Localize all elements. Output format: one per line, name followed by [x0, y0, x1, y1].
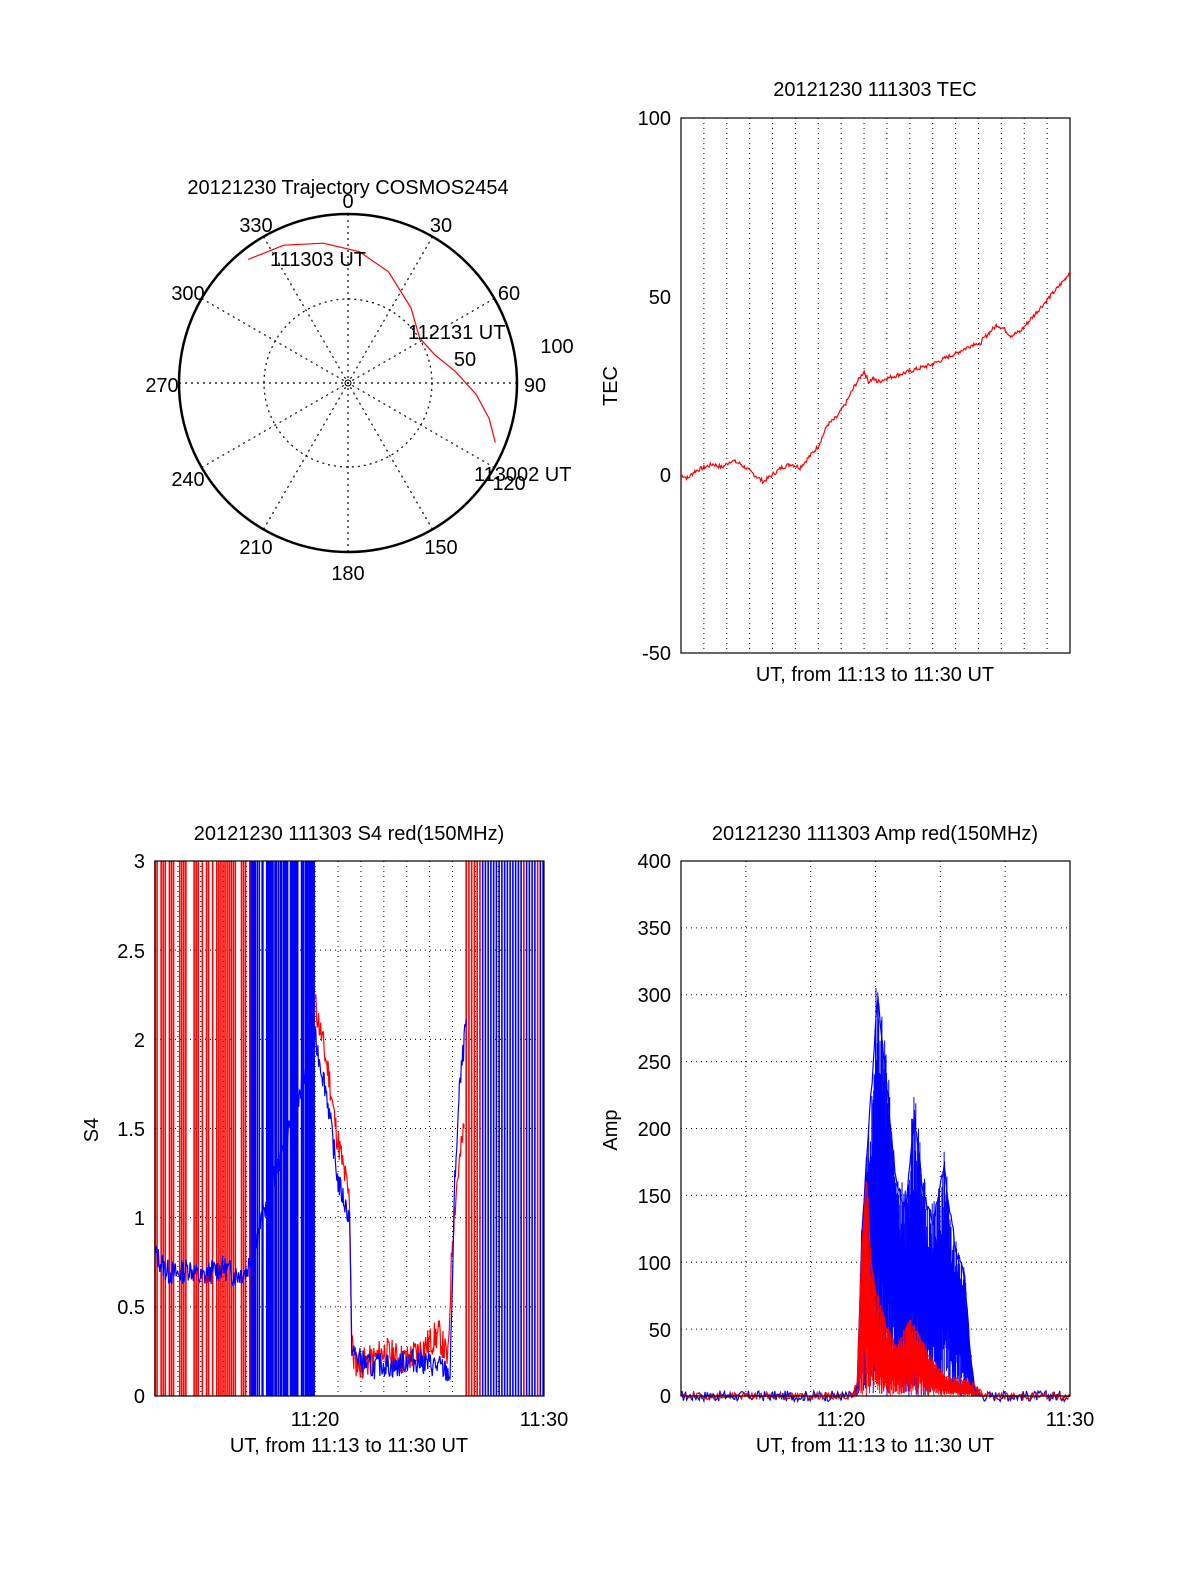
tec-title: 20121230 111303 TEC [773, 79, 977, 101]
tec-ytick-50: 50 [649, 287, 671, 309]
amp-panel: 20121230 111303 Amp red(150MHz) 400 350 … [600, 823, 1094, 1457]
s4-xlabel: UT, from 11:13 to 11:30 UT [230, 1435, 468, 1457]
angle-label-240: 240 [171, 469, 204, 491]
tec-ylabel: TEC [600, 366, 622, 406]
tec-plot-frame [680, 117, 1071, 654]
trajectory-start-label: 111303 UT [270, 249, 366, 271]
angle-label-0: 0 [342, 191, 353, 213]
s4-ytick-2: 2 [134, 1030, 145, 1052]
s4-spike-bands [154, 861, 544, 1396]
s4-ytick-1: 1 [134, 1208, 145, 1230]
amp-xtick-1130: 11:30 [1046, 1409, 1095, 1431]
s4-series-blue [154, 1018, 467, 1382]
amp-ytick-150: 150 [638, 1186, 671, 1208]
s4-series-red [314, 994, 465, 1379]
amp-y-ticks: 400 350 300 250 200 150 100 50 0 [638, 851, 671, 1408]
polar-trajectory-line [247, 242, 496, 443]
s4-y-ticks: 3 2.5 2 1.5 1 0.5 0 [117, 851, 145, 1408]
angle-label-150: 150 [424, 537, 457, 559]
s4-panel: 20121230 111303 S4 red(150MHz) 3 2.5 2 1… [81, 823, 568, 1457]
amp-xtick-1120: 11:20 [817, 1409, 866, 1431]
tec-panel: 20121230 111303 TEC 100 50 0 -50 TEC UT,… [600, 79, 1071, 686]
polar-spoke-150 [262, 236, 434, 530]
angle-label-120: 120 [492, 473, 525, 495]
amp-ytick-0: 0 [660, 1386, 671, 1408]
s4-xtick-1130: 11:30 [520, 1409, 569, 1431]
tec-xlabel: UT, from 11:13 to 11:30 UT [756, 664, 994, 686]
angle-label-300: 300 [171, 283, 204, 305]
trajectory-mid-label: 112131 UT [408, 322, 505, 344]
angle-label-60: 60 [498, 283, 520, 305]
amp-ytick-300: 300 [638, 985, 671, 1007]
angle-label-330: 330 [239, 215, 272, 237]
s4-xtick-1120: 11:20 [291, 1409, 340, 1431]
s4-ylabel: S4 [81, 1118, 103, 1142]
polar-panel: 20121230 Trajectory COSMOS2454 0 30 60 9… [145, 177, 573, 585]
amp-xlabel: UT, from 11:13 to 11:30 UT [756, 1435, 994, 1457]
polar-angle-labels: 0 30 60 90 120 150 180 210 240 270 300 3… [145, 191, 546, 585]
amp-ytick-200: 200 [638, 1119, 671, 1141]
polar-inner-ring [263, 298, 433, 468]
s4-ytick-0: 0 [134, 1386, 145, 1408]
polar-grid [179, 214, 517, 552]
amp-ytick-400: 400 [638, 851, 671, 873]
tec-series-red [680, 271, 1071, 485]
amp-ylabel: Amp [600, 1109, 622, 1150]
s4-ytick-0.5: 0.5 [117, 1297, 145, 1319]
s4-ytick-2.5: 2.5 [117, 941, 145, 963]
angle-label-270: 270 [145, 375, 178, 397]
amp-series-red [680, 1181, 1071, 1402]
polar-title: 20121230 Trajectory COSMOS2454 [187, 177, 508, 199]
angle-label-30: 30 [430, 215, 452, 237]
s4-ytick-1.5: 1.5 [117, 1119, 145, 1141]
amp-ytick-100: 100 [638, 1253, 671, 1275]
s4-title: 20121230 111303 S4 red(150MHz) [194, 823, 505, 845]
amp-title: 20121230 111303 Amp red(150MHz) [712, 823, 1038, 845]
tec-grid [703, 118, 1048, 653]
s4-ytick-3: 3 [134, 851, 145, 873]
amp-ytick-250: 250 [638, 1052, 671, 1074]
radial-label-100: 100 [540, 336, 573, 358]
amp-ytick-350: 350 [638, 918, 671, 940]
amp-plot-frame [680, 860, 1071, 1397]
s4-plot-frame [154, 860, 545, 1397]
trajectory-end-label: 113002 UT [474, 464, 571, 486]
amp-ytick-50: 50 [649, 1320, 671, 1342]
amp-series-blue [680, 998, 1071, 1404]
tec-ytick-minus50: -50 [642, 643, 671, 665]
angle-label-210: 210 [239, 537, 272, 559]
polar-outer-ring [177, 212, 519, 554]
tec-ytick-100: 100 [638, 108, 671, 130]
angle-label-180: 180 [331, 563, 364, 585]
angle-label-90: 90 [524, 375, 546, 397]
polar-center-marker [344, 379, 352, 387]
radial-label-50: 50 [454, 349, 476, 371]
tec-ytick-0: 0 [660, 465, 671, 487]
tec-y-ticks: 100 50 0 -50 [638, 108, 671, 665]
